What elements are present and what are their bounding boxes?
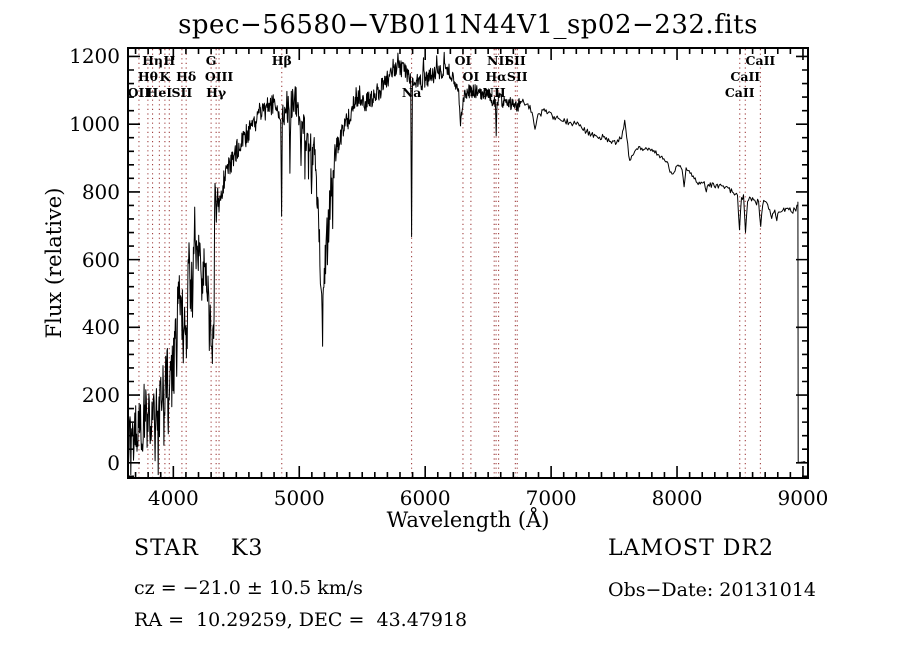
spectral-line-label: K [159, 69, 171, 84]
y-tick-label: 200 [81, 383, 120, 408]
x-tick-label: 6000 [399, 486, 451, 510]
survey-text: LAMOST DR2 [608, 536, 774, 561]
spectral-line-label: OIII [205, 69, 234, 84]
spectral-line-labels: OIIHθHηHeIKHSIIHδGHγOIIIHβNaOIOINIIHαNII… [128, 53, 776, 100]
spectral-line-label: OI [463, 69, 480, 84]
spectral-line-label: Hα [485, 69, 507, 84]
spectral-line-label: SII [507, 69, 528, 84]
spectral-line-label: NII [487, 53, 510, 68]
spectral-line-label: CaII [730, 69, 760, 84]
spectral-line-label: Hθ [138, 69, 158, 84]
x-tick-label: 8000 [651, 486, 703, 510]
spectral-line-label: Hγ [206, 85, 227, 100]
obs-date-text: Obs−Date: 20131014 [608, 579, 816, 601]
axis-ticks [128, 48, 808, 478]
plot-frame [127, 47, 809, 479]
x-axis-label: Wavelength (Å) [386, 508, 550, 532]
spectral-line-label: H [163, 53, 175, 68]
spectral-marker-lines [138, 49, 761, 477]
radial-velocity-text: cz = −21.0 ± 10.5 km/s [134, 577, 363, 599]
spectral-line-label: SII [172, 85, 193, 100]
spectral-line-label: Na [402, 85, 422, 100]
y-tick-label: 600 [81, 247, 120, 272]
spectral-line-label: CaII [725, 85, 755, 100]
spectral-line-label: Hδ [176, 69, 196, 84]
spectral-line-label: Hβ [272, 53, 292, 68]
spectral-line-label: OII [128, 85, 151, 100]
y-tick-label: 0 [107, 450, 120, 475]
spectral-line-label: SII [505, 53, 526, 68]
object-class-text: STAR K3 [134, 536, 264, 561]
y-tick-label: 400 [81, 315, 120, 340]
x-tick-label: 7000 [525, 486, 577, 510]
spectral-line-label: G [206, 53, 217, 68]
y-tick-label: 1200 [69, 44, 120, 69]
y-tick-label: 800 [81, 179, 120, 204]
x-tick-label: 9000 [777, 486, 829, 510]
x-tick-label: 4000 [147, 486, 199, 510]
spectrum-trace [128, 51, 808, 476]
spectral-line-label: HeI [147, 85, 173, 100]
page-title: spec−56580−VB011N44V1_sp02−232.fits [178, 10, 758, 40]
spectral-line-label: CaII [746, 53, 776, 68]
x-tick-label: 5000 [273, 486, 325, 510]
spectral-line-label: OI [455, 53, 472, 68]
coordinates-text: RA = 10.29259, DEC = 43.47918 [134, 609, 468, 631]
y-tick-label: 1000 [69, 112, 120, 137]
spectral-line-label: Hη [142, 53, 163, 68]
tick-marks [128, 48, 808, 478]
